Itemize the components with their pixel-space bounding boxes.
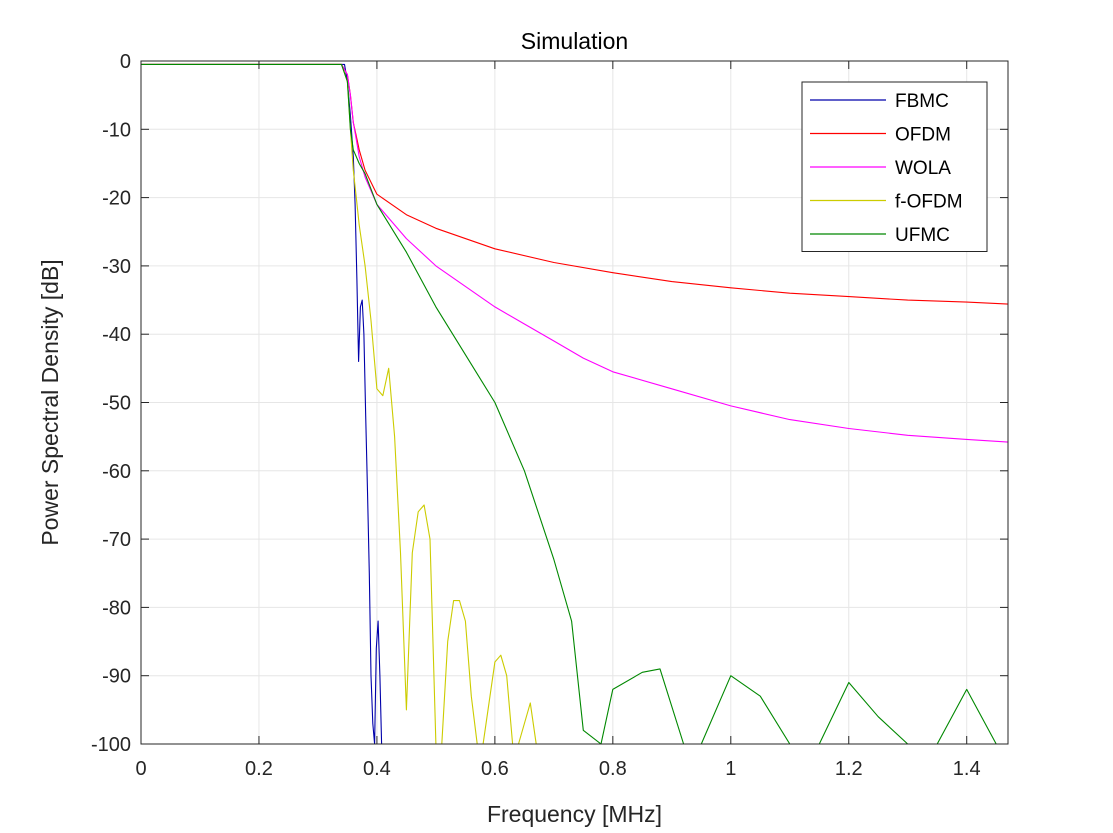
legend-label-wola: WOLA [895,158,951,179]
y-tick-label: -10 [102,119,131,141]
x-tick-label: 0.8 [599,758,627,780]
legend-label-fbmc: FBMC [895,91,949,112]
x-tick-label: 0.4 [363,758,391,780]
y-tick-label: -20 [102,188,131,210]
chart-title: Simulation [521,28,628,54]
x-tick-label: 0.2 [245,758,273,780]
x-tick-label: 0 [135,758,146,780]
y-tick-label: 0 [120,51,131,73]
y-tick-label: -30 [102,256,131,278]
x-tick-label: 1.2 [835,758,863,780]
legend-label-ufmc: UFMC [895,225,950,246]
series-line-fbmc [141,63,386,744]
legend: FBMC OFDM WOLA f-OFDM UFMC [801,81,988,252]
y-tick-label: -40 [102,324,131,346]
series-lines [141,63,1008,744]
y-tick-label: -50 [102,393,131,415]
x-tick-label: 0.6 [481,758,509,780]
y-tick-label: -90 [102,666,131,688]
legend-label-f-ofdm: f-OFDM [895,192,963,213]
legend-label-ofdm: OFDM [895,125,951,146]
x-axis-label: Frequency [MHz] [487,801,662,827]
y-axis-label: Power Spectral Density [dB] [37,259,63,545]
y-tick-label: -80 [102,597,131,619]
y-tick-label: -60 [102,461,131,483]
series-line-ufmc [141,63,997,744]
series-line-f-ofdm [141,63,537,744]
y-tick-label: -100 [91,734,131,756]
axis-ticks: 0 0.2 0.4 0.6 0.8 1 1.2 1.4 0 -10 -20 -30 -40 -50 -60 -… [91,51,1008,780]
x-tick-label: 1.4 [953,758,981,780]
y-tick-label: -70 [102,529,131,551]
series-line-wola [141,63,1008,443]
x-tick-label: 1 [725,758,736,780]
